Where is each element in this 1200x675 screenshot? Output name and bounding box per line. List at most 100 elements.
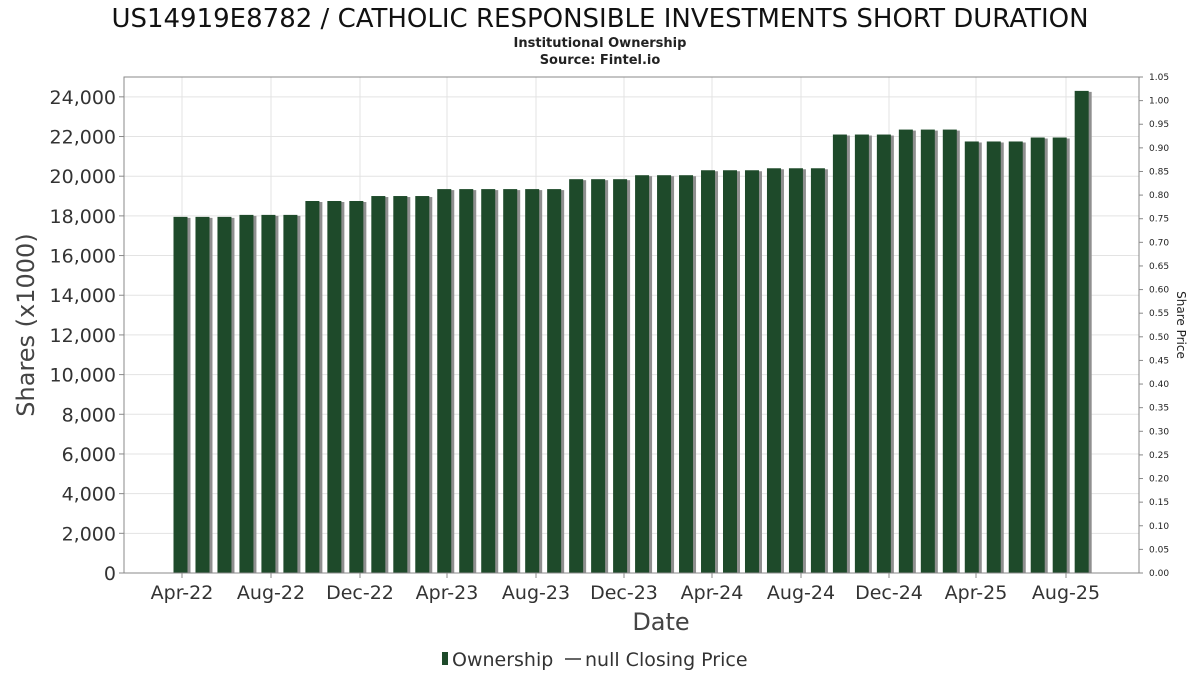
y2-tick-label: 0.30: [1149, 427, 1169, 437]
legend-label-closing-price: null Closing Price: [585, 649, 748, 671]
y-tick-label: 2,000: [62, 523, 116, 545]
y2-tick-label: 0.55: [1149, 309, 1169, 319]
y2-tick-label: 0.75: [1149, 215, 1169, 225]
y2-tick-label: 0.15: [1149, 498, 1169, 508]
bar-ownership: [195, 216, 210, 573]
bar-ownership: [964, 141, 979, 574]
y2-tick-label: 0.80: [1149, 191, 1169, 201]
bar-ownership: [920, 129, 935, 574]
bar-ownership: [437, 189, 452, 573]
bar-ownership: [832, 134, 847, 573]
bar-ownership: [525, 189, 540, 573]
bar-ownership: [1052, 137, 1067, 573]
y-tick-label: 6,000: [62, 444, 116, 466]
y2-tick-label: 0.60: [1149, 286, 1169, 296]
x-axis-label: Date: [632, 608, 689, 636]
y2-tick-label: 0.50: [1149, 333, 1169, 343]
x-tick-label: Apr-23: [416, 582, 479, 604]
bar-ownership: [986, 141, 1001, 574]
y2-tick-label: 1.00: [1149, 97, 1169, 107]
bar-ownership: [810, 168, 825, 573]
chart-source: Source: Fintel.io: [540, 53, 661, 68]
bar-ownership: [481, 189, 496, 573]
y2-tick-label: 0.25: [1149, 451, 1169, 461]
y2-tick-label: 0.65: [1149, 262, 1169, 272]
y2-tick-label: 0.70: [1149, 238, 1169, 248]
bar-ownership: [327, 201, 342, 573]
x-tick-label: Apr-25: [945, 582, 1008, 604]
legend-swatch-ownership: [442, 652, 448, 665]
x-tick-label: Apr-24: [681, 582, 744, 604]
bar-ownership: [217, 216, 232, 573]
bar-ownership: [635, 175, 650, 573]
bar-ownership: [723, 170, 737, 574]
y2-tick-label: 0.00: [1149, 569, 1169, 579]
bar-ownership: [701, 170, 716, 574]
bar-ownership: [766, 168, 781, 573]
legend-label-ownership: Ownership: [452, 649, 553, 671]
bar-ownership: [876, 134, 891, 573]
y-tick-label: 18,000: [50, 206, 116, 228]
bar-ownership: [569, 179, 584, 573]
bar-ownership: [503, 189, 518, 573]
y2-tick-label: 0.40: [1149, 380, 1169, 390]
y-tick-label: 8,000: [62, 404, 116, 426]
y2-tick-label: 0.95: [1149, 120, 1169, 130]
x-tick-label: Aug-23: [502, 582, 570, 604]
x-tick-label: Aug-25: [1032, 582, 1100, 604]
left-axis-ticks: 0 2,000 4,000 6,000 8,000 10,000 12,000 14,000 1…: [50, 87, 124, 585]
y-tick-label: 20,000: [50, 166, 116, 188]
bar-ownership: [349, 201, 364, 573]
bar-ownership: [744, 170, 759, 574]
y2-tick-label: 0.45: [1149, 356, 1169, 366]
legend: Ownership null Closing Price: [442, 649, 748, 671]
y-tick-label: 10,000: [50, 365, 116, 387]
y-tick-label: 22,000: [50, 127, 116, 149]
y2-tick-label: 0.05: [1149, 545, 1169, 555]
bar-ownership: [239, 214, 254, 573]
bar-ownership: [591, 179, 606, 573]
y2-tick-label: 0.20: [1149, 475, 1169, 485]
y2-tick-label: 0.35: [1149, 404, 1169, 414]
bar-series-ownership: [173, 90, 1092, 574]
right-axis-ticks: 0.00 0.05 0.10 0.15 0.20 0.25 0.30 0.35 0.40 0.45…: [1139, 73, 1169, 579]
y-tick-label: 14,000: [50, 285, 116, 307]
bar-ownership: [415, 196, 430, 574]
plot-area-frame: [123, 76, 1140, 574]
chart-subtitle: Institutional Ownership: [514, 36, 687, 51]
y-tick-label: 16,000: [50, 246, 116, 268]
y2-axis-label: Share Price: [1174, 291, 1188, 359]
bar-ownership: [371, 196, 386, 574]
y2-tick-label: 1.05: [1149, 73, 1169, 83]
y-tick-label: 0: [104, 563, 116, 585]
bar-ownership: [788, 168, 803, 573]
x-tick-label: Dec-24: [855, 582, 923, 604]
bar-ownership: [1074, 90, 1089, 573]
bar-ownership: [942, 129, 957, 574]
bar-ownership: [898, 129, 913, 574]
y2-tick-label: 0.85: [1149, 167, 1169, 177]
y-tick-label: 4,000: [62, 484, 116, 506]
bar-ownership: [657, 175, 672, 573]
bar-ownership: [283, 214, 298, 573]
chart-title: US14919E8782 / CATHOLIC RESPONSIBLE INVE…: [111, 4, 1088, 34]
bar-ownership: [679, 175, 694, 573]
y2-tick-label: 0.10: [1149, 522, 1169, 532]
y-tick-label: 12,000: [50, 325, 116, 347]
x-tick-label: Aug-24: [767, 582, 835, 604]
bar-ownership: [1008, 141, 1023, 574]
y2-tick-label: 0.90: [1149, 144, 1169, 154]
bar-ownership: [854, 134, 869, 573]
y-tick-label: 24,000: [50, 87, 116, 109]
x-tick-label: Apr-22: [151, 582, 214, 604]
bar-ownership: [547, 189, 562, 573]
x-tick-label: Aug-22: [237, 582, 305, 604]
x-tick-label: Dec-22: [326, 582, 394, 604]
y-axis-label: Shares (x1000): [12, 233, 40, 416]
bar-ownership: [261, 214, 276, 573]
bar-ownership: [459, 189, 474, 573]
bar-ownership: [613, 179, 628, 573]
bar-ownership: [173, 216, 188, 573]
bar-ownership: [305, 201, 320, 573]
